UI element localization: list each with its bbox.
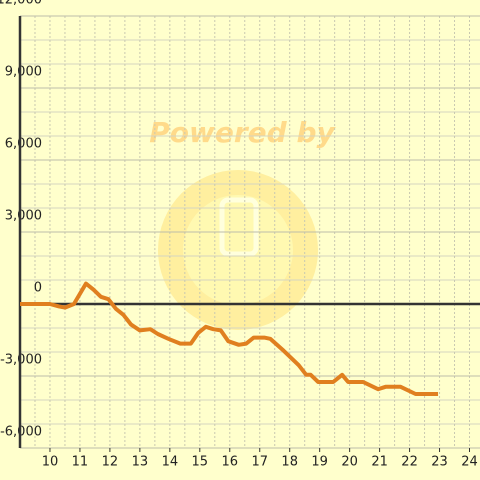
- x-tick-label: 19: [311, 455, 328, 470]
- x-tick-label: 22: [401, 455, 418, 470]
- y-tick-label: 0: [34, 281, 42, 296]
- y-tick-label: 9,000: [5, 65, 42, 80]
- watermark-logo: [158, 170, 318, 330]
- x-tick-label: 23: [431, 455, 448, 470]
- x-tick-label: 21: [371, 455, 388, 470]
- x-tick-label: 20: [341, 455, 358, 470]
- x-tick-label: 13: [132, 455, 149, 470]
- x-tick-label: 17: [251, 455, 268, 470]
- y-tick-label: 12,000: [0, 0, 42, 8]
- x-tick-label: 15: [192, 455, 209, 470]
- y-tick-label: 6,000: [5, 137, 42, 152]
- x-tick-label: 12: [102, 455, 119, 470]
- watermark: Powered by: [149, 116, 336, 149]
- y-tick-label: 3,000: [5, 209, 42, 224]
- x-tick-label: 16: [221, 455, 238, 470]
- x-tick-label: 18: [281, 455, 298, 470]
- x-tick-label: 24: [461, 455, 478, 470]
- x-tick-label: 11: [72, 455, 89, 470]
- x-tick-label: 14: [162, 455, 179, 470]
- data-line: [20, 281, 439, 396]
- x-tick-label: 10: [42, 455, 59, 470]
